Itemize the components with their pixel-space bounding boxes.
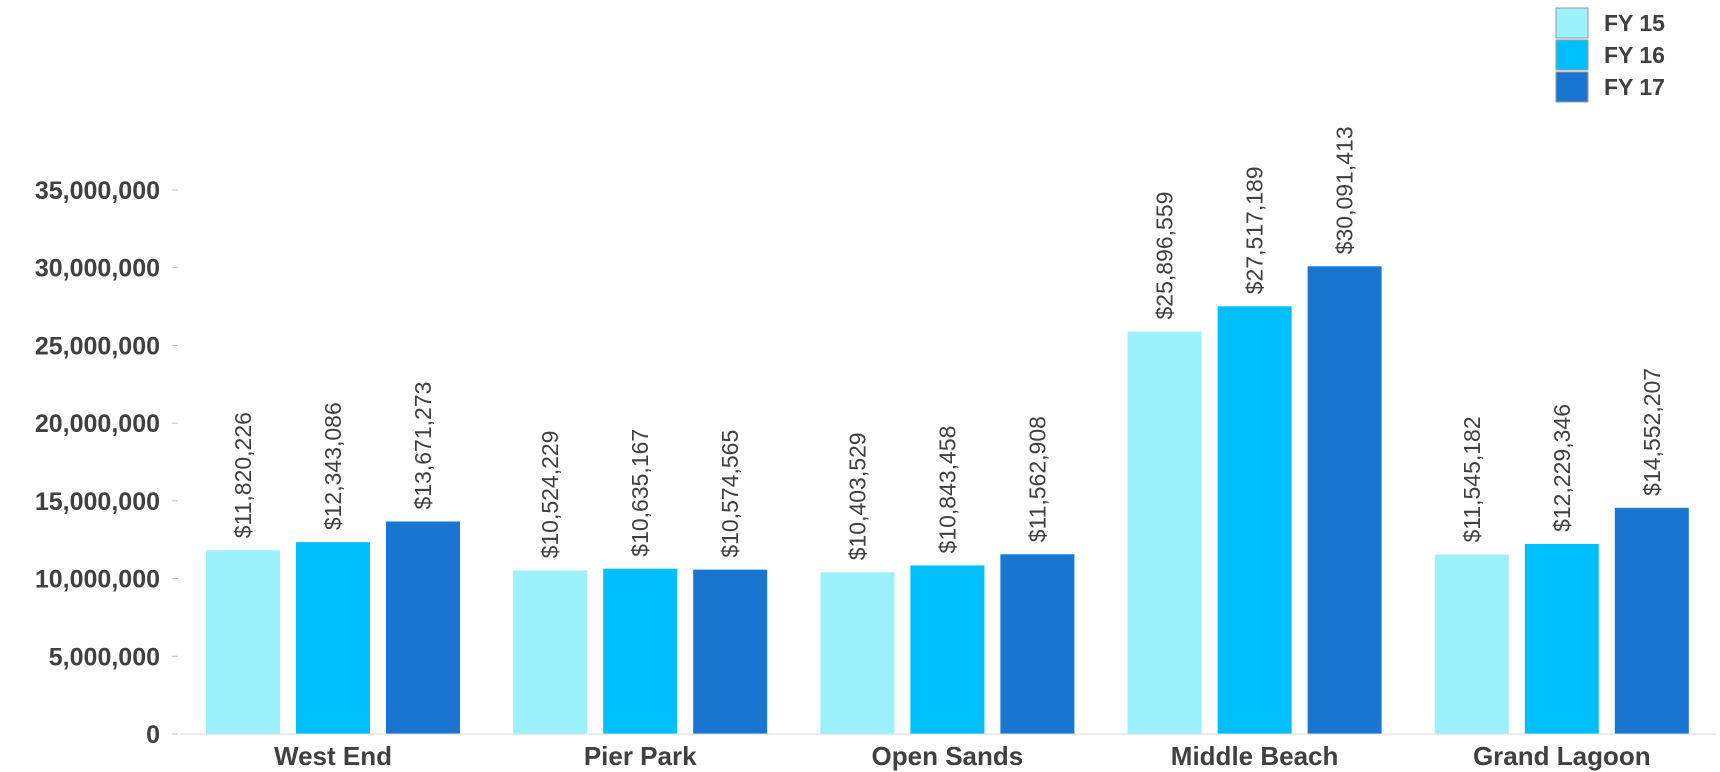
y-tick-label: 35,000,000 — [35, 177, 160, 205]
bar-pier-park-fy-15 — [513, 570, 588, 734]
bar-grand-lagoon-fy-16 — [1524, 543, 1599, 734]
x-tick-label: Open Sands — [872, 741, 1024, 771]
bar-grand-lagoon-fy-15 — [1434, 554, 1509, 734]
data-label-open-sands-fy-15: $10,403,529 — [844, 432, 870, 560]
bar-middle-beach-fy-15 — [1127, 331, 1202, 734]
y-tick-label: 30,000,000 — [35, 255, 160, 283]
legend: FY 15 FY 16 FY 17 — [1555, 7, 1665, 103]
bar-middle-beach-fy-17 — [1307, 266, 1382, 734]
data-label-grand-lagoon-fy-17: $14,552,207 — [1639, 368, 1665, 496]
legend-swatch-fy-17 — [1555, 71, 1589, 103]
bar-west-end-fy-15 — [206, 550, 280, 734]
data-label-grand-lagoon-fy-15: $11,545,182 — [1459, 416, 1485, 542]
data-label-west-end-fy-15: $11,820,226 — [230, 412, 256, 538]
x-tick-label: Middle Beach — [1171, 741, 1339, 771]
y-tick-label: 15,000,000 — [35, 488, 160, 516]
data-label-open-sands-fy-17: $11,562,908 — [1024, 416, 1050, 542]
bar-grand-lagoon-fy-17 — [1614, 507, 1689, 734]
data-label-pier-park-fy-17: $10,574,565 — [717, 430, 743, 558]
y-axis: 0 5,000,000 10,000,000 15,000,000 20,000,000… — [35, 177, 178, 749]
data-label-grand-lagoon-fy-16: $12,229,346 — [1549, 404, 1575, 532]
legend-swatch-fy-16 — [1555, 39, 1589, 71]
bar-middle-beach-fy-16 — [1217, 306, 1292, 734]
x-tick-label: West End — [274, 741, 392, 771]
legend-label-fy-16: FY 16 — [1604, 42, 1665, 68]
bar-open-sands-fy-17 — [1000, 554, 1075, 734]
bar-open-sands-fy-15 — [820, 572, 895, 734]
x-tick-label: Pier Park — [584, 741, 697, 771]
bar-pier-park-fy-17 — [693, 569, 768, 734]
x-tick-label: Grand Lagoon — [1473, 741, 1651, 771]
bar-open-sands-fy-16 — [910, 565, 985, 734]
bars — [206, 266, 1689, 734]
y-tick-label: 5,000,000 — [49, 643, 160, 671]
data-label-middle-beach-fy-16: $27,517,189 — [1242, 166, 1268, 294]
bar-pier-park-fy-16 — [603, 568, 678, 734]
data-label-west-end-fy-17: $13,671,273 — [410, 382, 436, 510]
data-label-open-sands-fy-16: $10,843,458 — [934, 426, 960, 554]
data-label-middle-beach-fy-15: $25,896,559 — [1152, 192, 1178, 320]
data-labels: $11,820,226 $12,343,086 $13,671,273 $10,524… — [230, 126, 1665, 560]
bar-west-end-fy-17 — [386, 521, 460, 734]
y-tick-label: 10,000,000 — [35, 566, 160, 594]
legend-label-fy-15: FY 15 — [1604, 10, 1665, 36]
data-label-west-end-fy-16: $12,343,086 — [320, 402, 346, 530]
data-label-middle-beach-fy-17: $30,091,413 — [1332, 126, 1358, 254]
y-tick-label: 25,000,000 — [35, 332, 160, 360]
y-tick-label: 0 — [146, 721, 160, 749]
y-tick-label: 20,000,000 — [35, 410, 160, 438]
bar-west-end-fy-16 — [296, 542, 370, 734]
x-axis: West End Pier Park Open Sands Middle Beach G… — [180, 733, 1716, 771]
data-label-pier-park-fy-15: $10,524,229 — [537, 431, 563, 559]
legend-label-fy-17: FY 17 — [1604, 74, 1665, 100]
data-label-pier-park-fy-16: $10,635,167 — [627, 429, 653, 557]
legend-swatch-fy-15 — [1555, 7, 1589, 39]
